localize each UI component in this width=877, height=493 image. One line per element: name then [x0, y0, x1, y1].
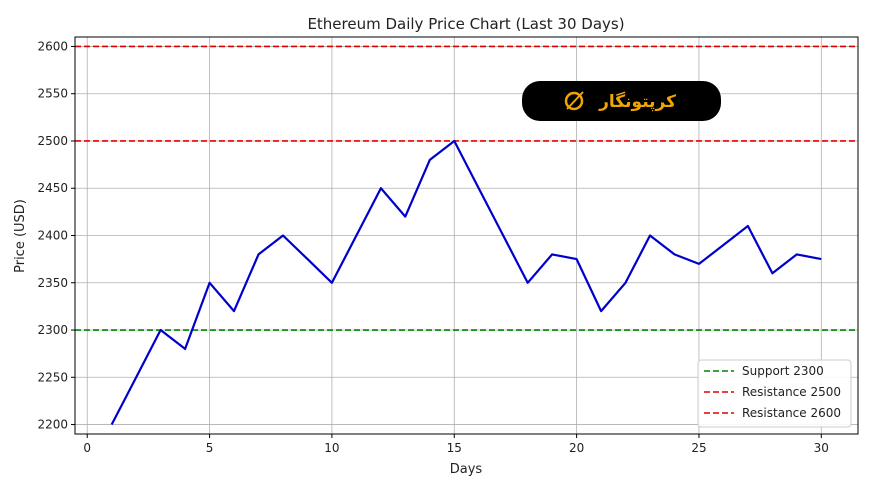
x-tick-label: 15 [447, 441, 462, 455]
y-axis-ticks: 2200 2250 2300 2350 2400 2450 2500 2550 2600 [37, 39, 75, 432]
y-tick-label: 2550 [37, 87, 68, 101]
legend-box [697, 359, 852, 428]
watermark-logo: کرپتونگار [522, 81, 721, 121]
y-tick-label: 2450 [37, 181, 68, 195]
x-tick-label: 5 [206, 441, 214, 455]
y-tick-label: 2400 [37, 229, 68, 243]
y-axis-label: Price (USD) [13, 199, 28, 273]
reference-lines [75, 45, 858, 331]
x-tick-label: 25 [691, 441, 706, 455]
y-tick-label: 2350 [37, 276, 68, 290]
y-tick-label: 2200 [37, 418, 68, 432]
x-axis-label: Days [450, 462, 483, 477]
watermark-background [522, 81, 721, 121]
watermark-text: کرپتونگار [598, 91, 676, 112]
series-layer [110, 139, 822, 426]
legend-label: Support 2300 [742, 364, 824, 378]
y-tick-label: 2500 [37, 134, 68, 148]
legend: Support 2300 Resistance 2500 Resistance 26… [697, 359, 852, 428]
x-tick-label: 30 [814, 441, 829, 455]
price-line [110, 139, 822, 426]
chart-title: Ethereum Daily Price Chart (Last 30 Days… [307, 15, 624, 33]
y-tick-label: 2300 [37, 323, 68, 337]
legend-label: Resistance 2600 [742, 406, 841, 420]
y-tick-label: 2250 [37, 370, 68, 384]
x-tick-label: 10 [324, 441, 339, 455]
legend-label: Resistance 2500 [742, 385, 841, 399]
y-tick-label: 2600 [37, 39, 68, 53]
x-axis-ticks: 0 5 10 15 20 25 30 [83, 434, 829, 455]
x-tick-label: 0 [83, 441, 91, 455]
crypto-coin-icon [564, 91, 584, 111]
x-tick-label: 20 [569, 441, 584, 455]
